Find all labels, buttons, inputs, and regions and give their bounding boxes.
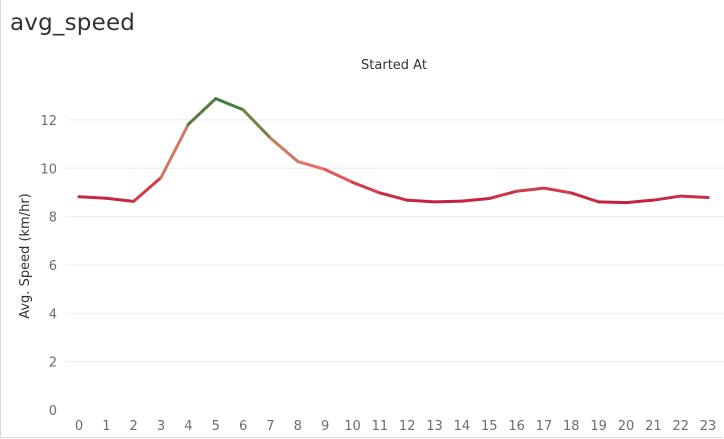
line-segment-13-14 [433,199,464,204]
x-tick-label: 17 [536,419,553,434]
line-segment-9-10 [323,167,354,184]
line-segment-16-17 [515,186,546,193]
x-axis-ticks: 0 1 2 3 4 5 6 7 8 9 10 11 12 13 14 15 16 17 18 19 20 21 22 23 [75,419,716,434]
data-point-0[interactable] [75,193,83,201]
line-segment-8-9 [296,160,327,171]
series-avg-speed [75,95,712,207]
x-tick-label: 16 [508,419,525,434]
y-tick-label: 10 [40,162,57,177]
x-tick-label: 10 [344,419,361,434]
data-point-21[interactable] [649,196,657,204]
y-tick-label: 12 [40,114,57,129]
x-tick-label: 21 [645,419,662,434]
data-point-23[interactable] [704,194,712,202]
line-segment-4-5 [186,97,218,126]
line-segment-14-15 [460,196,491,203]
x-tick-label: 6 [239,419,247,434]
line-segment-15-16 [487,189,519,200]
data-point-8[interactable] [294,158,302,166]
data-point-1[interactable] [102,194,110,202]
data-point-18[interactable] [567,189,575,197]
x-tick-label: 4 [184,419,192,434]
y-tick-label: 2 [49,356,57,371]
line-segment-3-4 [159,122,190,179]
y-axis-ticks: 0 2 4 6 8 10 12 [40,114,57,419]
x-tick-label: 0 [75,419,83,434]
data-point-12[interactable] [403,196,411,204]
data-point-9[interactable] [321,165,329,173]
line-segment-0-1 [77,195,108,200]
data-point-14[interactable] [458,197,466,205]
data-point-3[interactable] [157,173,165,181]
data-point-11[interactable] [376,189,384,197]
data-point-22[interactable] [677,192,685,200]
x-tick-label: 5 [212,419,220,434]
data-point-19[interactable] [595,198,603,206]
line-segment-18-19 [569,191,601,204]
y-axis-title: Avg. Speed (km/hr) [18,193,33,319]
x-tick-label: 18 [563,419,580,434]
line-segment-17-18 [542,186,573,195]
x-tick-label: 22 [672,419,689,434]
data-point-16[interactable] [513,187,521,195]
x-tick-label: 7 [266,419,274,434]
line-segment-20-21 [624,198,655,205]
data-point-7[interactable] [266,134,274,142]
line-segment-1-2 [104,196,136,203]
x-tick-label: 23 [700,419,717,434]
y-tick-label: 0 [49,404,57,419]
x-tick-label: 14 [454,419,471,434]
x-tick-label: 15 [481,419,498,434]
data-point-5[interactable] [212,95,220,103]
line-segment-19-20 [597,200,628,205]
line-segment-11-12 [378,191,409,202]
y-tick-label: 4 [49,307,57,322]
data-point-10[interactable] [349,178,357,186]
line-segment-2-3 [132,175,163,203]
data-point-2[interactable] [130,197,138,205]
line-segment-7-8 [268,136,300,164]
x-tick-label: 8 [294,419,302,434]
line-segment-21-22 [651,194,683,202]
data-point-4[interactable] [184,120,192,128]
x-tick-label: 13 [426,419,443,434]
data-point-13[interactable] [431,198,439,206]
y-tick-label: 6 [49,259,57,274]
gridlines [66,119,724,363]
line-segment-10-11 [351,180,382,195]
x-tick-label: 3 [157,419,165,434]
line-segment-6-7 [241,108,272,140]
data-point-17[interactable] [540,184,548,192]
data-point-15[interactable] [485,194,493,202]
x-tick-label: 1 [102,419,110,434]
line-segment-5-6 [214,97,245,112]
x-tick-label: 20 [618,419,635,434]
line-segment-12-13 [405,198,437,204]
sheet-title: avg_speed [10,10,136,36]
data-point-20[interactable] [622,199,630,207]
x-tick-label: 2 [130,419,138,434]
data-point-6[interactable] [239,106,247,114]
y-tick-label: 8 [49,211,57,226]
column-header-title: Started At [361,58,427,73]
x-tick-label: 9 [321,419,329,434]
x-tick-label: 11 [372,419,389,434]
x-tick-label: 19 [590,419,607,434]
line-segment-22-23 [679,194,710,200]
x-tick-label: 12 [399,419,416,434]
